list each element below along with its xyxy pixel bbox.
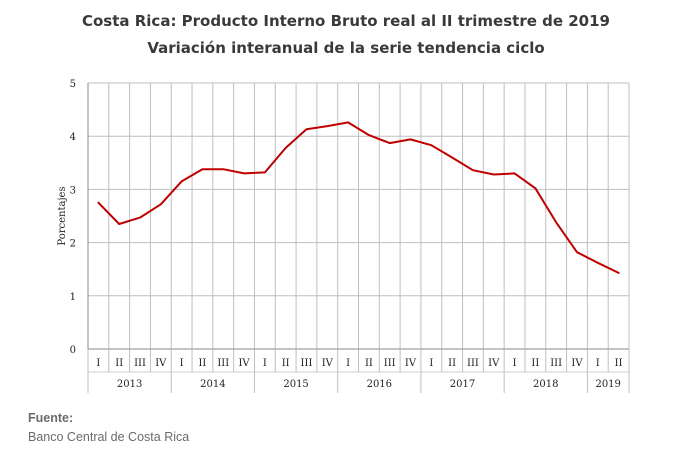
quarter-tick-label: II [615,358,623,369]
quarter-tick-label: IV [405,358,417,369]
quarter-tick-label: III [384,358,396,369]
data-point [118,222,121,225]
data-point [388,142,391,145]
data-point [513,172,516,175]
quarter-tick-label: IV [155,358,167,369]
year-tick-label: 2015 [283,379,308,390]
data-point [326,125,329,128]
quarter-tick-label: I [346,358,350,369]
quarter-tick-label: III [301,358,313,369]
chart-title: Costa Rica: Producto Interno Bruto real … [81,12,610,30]
data-point [243,172,246,175]
quarter-tick-label: II [448,358,456,369]
data-point [180,180,183,183]
data-point [409,138,412,141]
data-point [97,201,100,204]
quarter-tick-label: II [282,358,290,369]
quarter-tick-label: IV [238,358,250,369]
data-point [201,168,204,171]
y-tick-label: 5 [70,79,76,90]
data-point [159,203,162,206]
y-tick-label: 3 [70,185,76,196]
data-point [263,171,266,174]
data-point [139,216,142,219]
quarter-tick-label: II [531,358,539,369]
data-point [430,144,433,147]
data-point [367,134,370,137]
year-tick-label: 2013 [117,379,142,390]
series-line [97,121,620,274]
data-point [534,187,537,190]
data-point [451,156,454,159]
year-tick-label: 2017 [450,379,475,390]
quarter-tick-label: II [115,358,123,369]
source-text: Banco Central de Costa Rica [28,430,190,444]
source-label: Fuente: [28,411,74,425]
data-point [492,173,495,176]
quarter-tick-label: IV [488,358,500,369]
year-tick-label: 2019 [595,379,620,390]
data-point [284,146,287,149]
y-tick-label: 4 [70,132,76,143]
quarter-tick-label: III [134,358,146,369]
y-tick-label: 1 [70,292,76,303]
quarter-tick-label: III [467,358,479,369]
data-point [305,128,308,131]
data-point [617,271,620,274]
year-tick-label: 2018 [533,379,558,390]
year-tick-label: 2014 [200,379,225,390]
quarter-tick-label: I [596,358,600,369]
quarter-tick-label: III [550,358,562,369]
year-tick-label: 2016 [367,379,392,390]
quarter-tick-label: III [217,358,229,369]
chart-subtitle: Variación interanual de la serie tendenc… [147,39,545,57]
data-point [347,121,350,124]
y-tick-label: 0 [70,345,76,356]
quarter-tick-label: IV [322,358,334,369]
data-point [555,221,558,224]
data-point [575,251,578,254]
source-note: Fuente: Banco Central de Costa Rica [28,409,189,447]
chart-titles: Costa Rica: Producto Interno Bruto real … [0,8,692,62]
quarter-tick-label: IV [571,358,583,369]
quarter-tick-label: I [429,358,433,369]
data-point [471,169,474,172]
quarter-tick-label: I [263,358,267,369]
quarter-tick-label: I [513,358,517,369]
quarter-tick-label: II [198,358,206,369]
data-point [222,168,225,171]
quarter-tick-label: II [365,358,373,369]
y-tick-label: 2 [70,239,76,250]
y-axis-label: Porcentajes [57,186,68,245]
data-point [596,261,599,264]
quarter-tick-label: I [96,358,100,369]
quarter-tick-label: I [180,358,184,369]
